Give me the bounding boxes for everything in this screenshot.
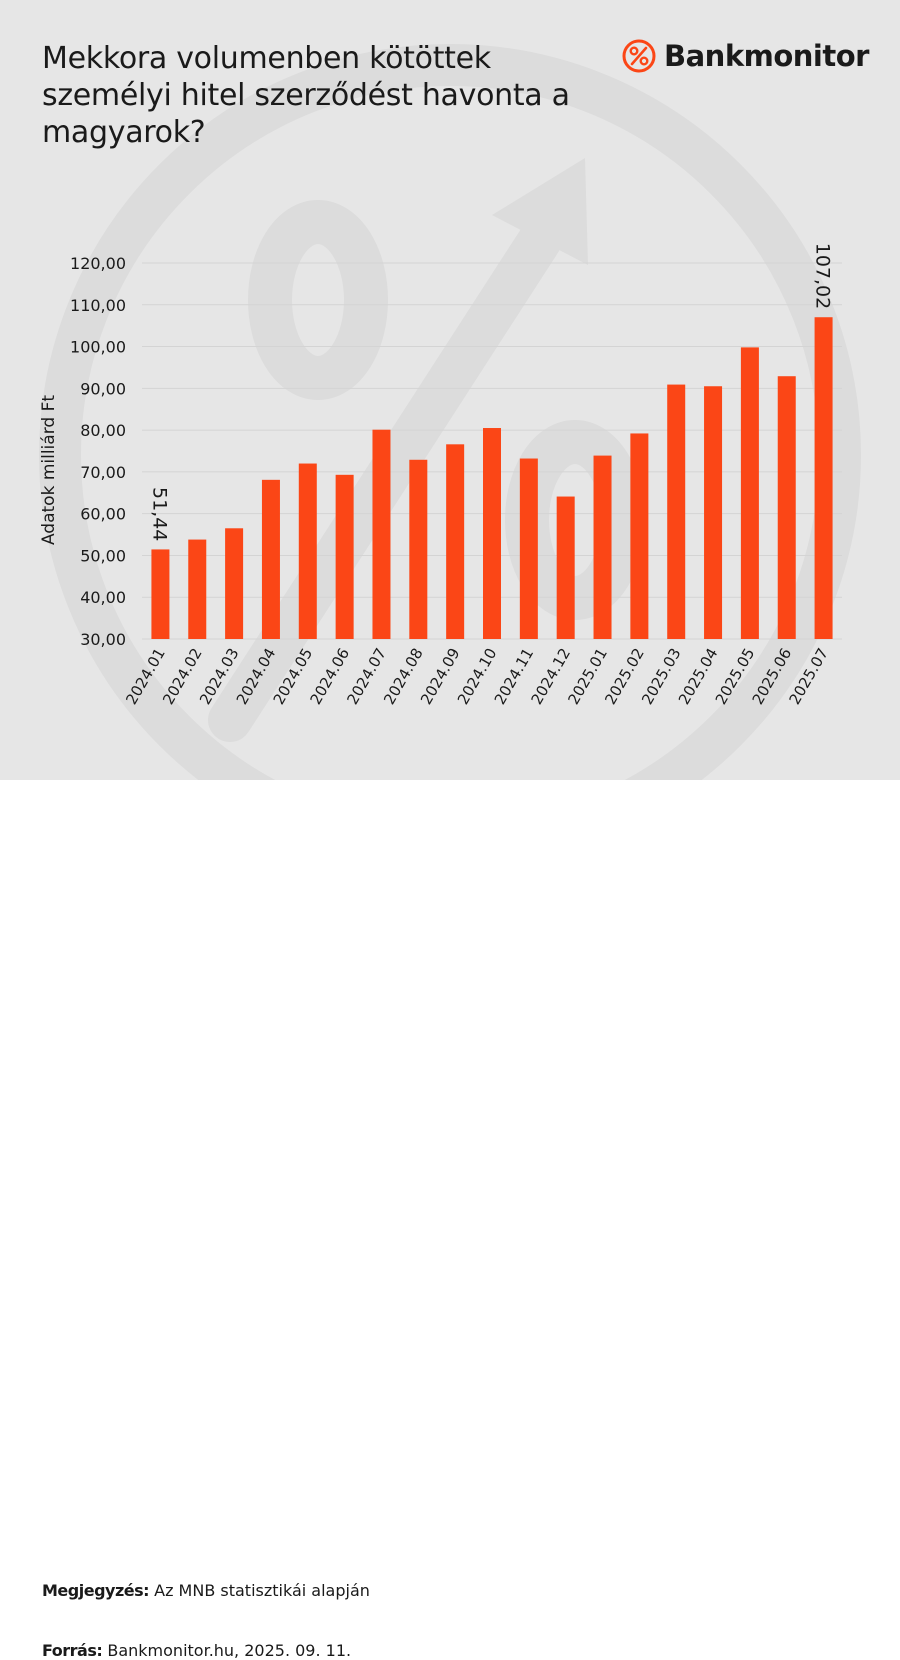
percent-circle-icon	[622, 39, 656, 73]
y-axis-label: Adatok milliárd Ft	[39, 395, 59, 545]
bar-2025.03	[667, 384, 686, 639]
source-label: Forrás:	[42, 1641, 103, 1660]
bar-2024.12	[556, 496, 575, 639]
y-tick-label: 120,00	[70, 254, 126, 273]
bar-2024.02	[188, 539, 207, 639]
bar-2024.04	[261, 479, 280, 639]
y-tick-label: 90,00	[80, 379, 126, 398]
bar-2024.05	[298, 463, 317, 639]
y-tick-label: 110,00	[70, 296, 126, 315]
y-tick-label: 100,00	[70, 338, 126, 357]
data-labels: 51,44 107,02	[148, 243, 833, 542]
bar-2025.04	[704, 386, 723, 639]
bar-2025.06	[777, 376, 796, 639]
source-line: Forrás: Bankmonitor.hu, 2025. 09. 11.	[42, 1641, 351, 1660]
y-tick-label: 70,00	[80, 463, 126, 482]
chart-title: Mekkora volumenben kötöttek személyi hit…	[42, 41, 570, 150]
bar-chart: 30,00 40,00 50,00 60,00 70,00 80,00 90,00 100,0…	[39, 243, 842, 708]
source-text: Bankmonitor.hu, 2025. 09. 11.	[102, 1641, 352, 1660]
data-label: 107,02	[812, 243, 834, 309]
y-axis-ticks: 30,00 40,00 50,00 60,00 70,00 80,00 90,00 100,0…	[70, 254, 126, 649]
bar-series	[151, 317, 833, 639]
bar-2025.07	[814, 317, 833, 639]
footer: Megjegyzés: Az MNB statisztikái alapján …	[0, 780, 900, 1660]
y-tick-label: 60,00	[80, 505, 126, 524]
bar-2025.02	[630, 433, 649, 639]
y-tick-label: 40,00	[80, 588, 126, 607]
brand-name: Bankmonitor	[664, 39, 869, 73]
note-text: Az MNB statisztikái alapján	[149, 1581, 370, 1600]
bar-2024.01	[151, 549, 170, 639]
bar-2024.08	[409, 459, 428, 639]
bar-2024.11	[519, 458, 538, 639]
bar-2024.10	[483, 428, 501, 639]
chart-panel: Mekkora volumenben kötöttek személyi hit…	[0, 0, 900, 780]
bar-2024.06	[335, 474, 354, 639]
bar-2025.01	[593, 455, 612, 639]
note-line: Megjegyzés: Az MNB statisztikái alapján	[42, 1581, 370, 1600]
y-tick-label: 30,00	[80, 630, 126, 649]
x-axis-ticks: 2024.012024.022024.032024.042024.052024.…	[122, 645, 832, 708]
data-label: 51,44	[148, 487, 170, 541]
bar-2024.03	[225, 528, 244, 639]
bar-2024.09	[446, 444, 465, 639]
note-label: Megjegyzés:	[42, 1581, 150, 1600]
brand-logo: Bankmonitor	[622, 36, 869, 76]
bar-2025.05	[740, 347, 759, 639]
bar-2024.07	[372, 429, 391, 639]
y-tick-label: 80,00	[80, 421, 126, 440]
y-tick-label: 50,00	[80, 546, 126, 565]
